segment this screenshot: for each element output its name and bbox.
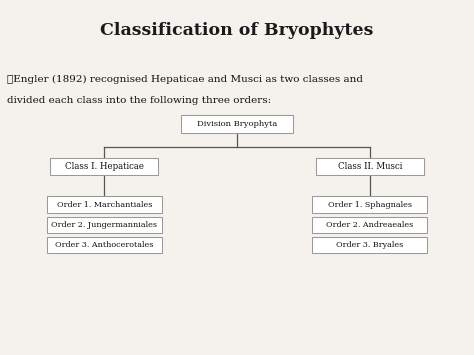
FancyBboxPatch shape <box>50 158 158 175</box>
Text: Division Bryophyta: Division Bryophyta <box>197 120 277 128</box>
FancyBboxPatch shape <box>46 236 162 253</box>
Text: Order 2. Jungermanniales: Order 2. Jungermanniales <box>51 221 157 229</box>
Text: Order 1. Sphagnales: Order 1. Sphagnales <box>328 201 412 209</box>
Text: ❖Engler (1892) recognised Hepaticae and Musci as two classes and: ❖Engler (1892) recognised Hepaticae and … <box>7 75 363 84</box>
Text: Order 2. Andreaeales: Order 2. Andreaeales <box>326 221 413 229</box>
FancyBboxPatch shape <box>312 236 428 253</box>
FancyBboxPatch shape <box>46 217 162 233</box>
FancyBboxPatch shape <box>316 158 424 175</box>
FancyBboxPatch shape <box>181 115 293 132</box>
FancyBboxPatch shape <box>46 196 162 213</box>
Text: divided each class into the following three orders:: divided each class into the following th… <box>7 95 271 105</box>
FancyBboxPatch shape <box>312 217 428 233</box>
FancyBboxPatch shape <box>312 196 428 213</box>
Text: Order 3. Bryales: Order 3. Bryales <box>336 241 403 249</box>
Text: Class II. Musci: Class II. Musci <box>337 162 402 171</box>
Text: Class I. Hepaticae: Class I. Hepaticae <box>65 162 144 171</box>
Text: Classification of Bryophytes: Classification of Bryophytes <box>100 22 374 39</box>
Text: Order 3. Anthocerotales: Order 3. Anthocerotales <box>55 241 154 249</box>
Text: Order 1. Marchantiales: Order 1. Marchantiales <box>56 201 152 209</box>
